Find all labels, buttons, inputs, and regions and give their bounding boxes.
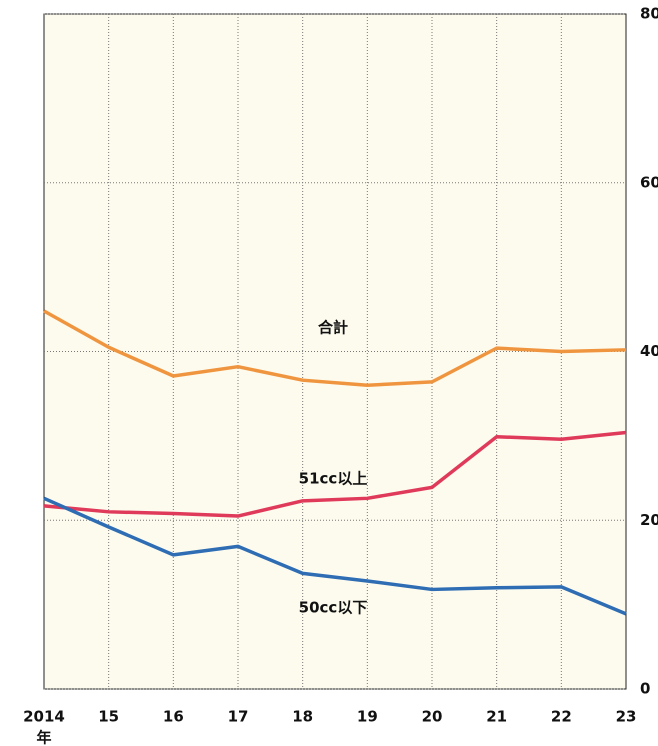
x-tick-label: 20 [422,708,443,726]
y-tick-label: 20 [640,511,658,529]
y-tick-label: 40 [640,342,658,360]
x-unit-label: 年 [36,729,51,746]
series-label: 51cc以上 [299,470,368,488]
x-tick-label: 15 [98,708,119,726]
x-tick-label: 21 [486,708,507,726]
y-tick-label: 0 [640,680,650,698]
series-label: 合計 [317,319,348,337]
series-line [43,430,627,518]
y-tick-label: 60 [640,173,658,191]
x-tick-label: 17 [228,708,249,726]
x-tick-label: 22 [551,708,572,726]
x-tick-label: 16 [163,708,184,726]
series-line [43,309,627,387]
y-tick-label: 80 [640,5,658,23]
series-line [43,496,627,616]
x-tick-label: 2014 [23,708,65,726]
x-tick-label: 19 [357,708,378,726]
series-label: 50cc以下 [299,599,368,617]
x-tick-label: 18 [292,708,313,726]
x-tick-label: 23 [616,708,637,726]
